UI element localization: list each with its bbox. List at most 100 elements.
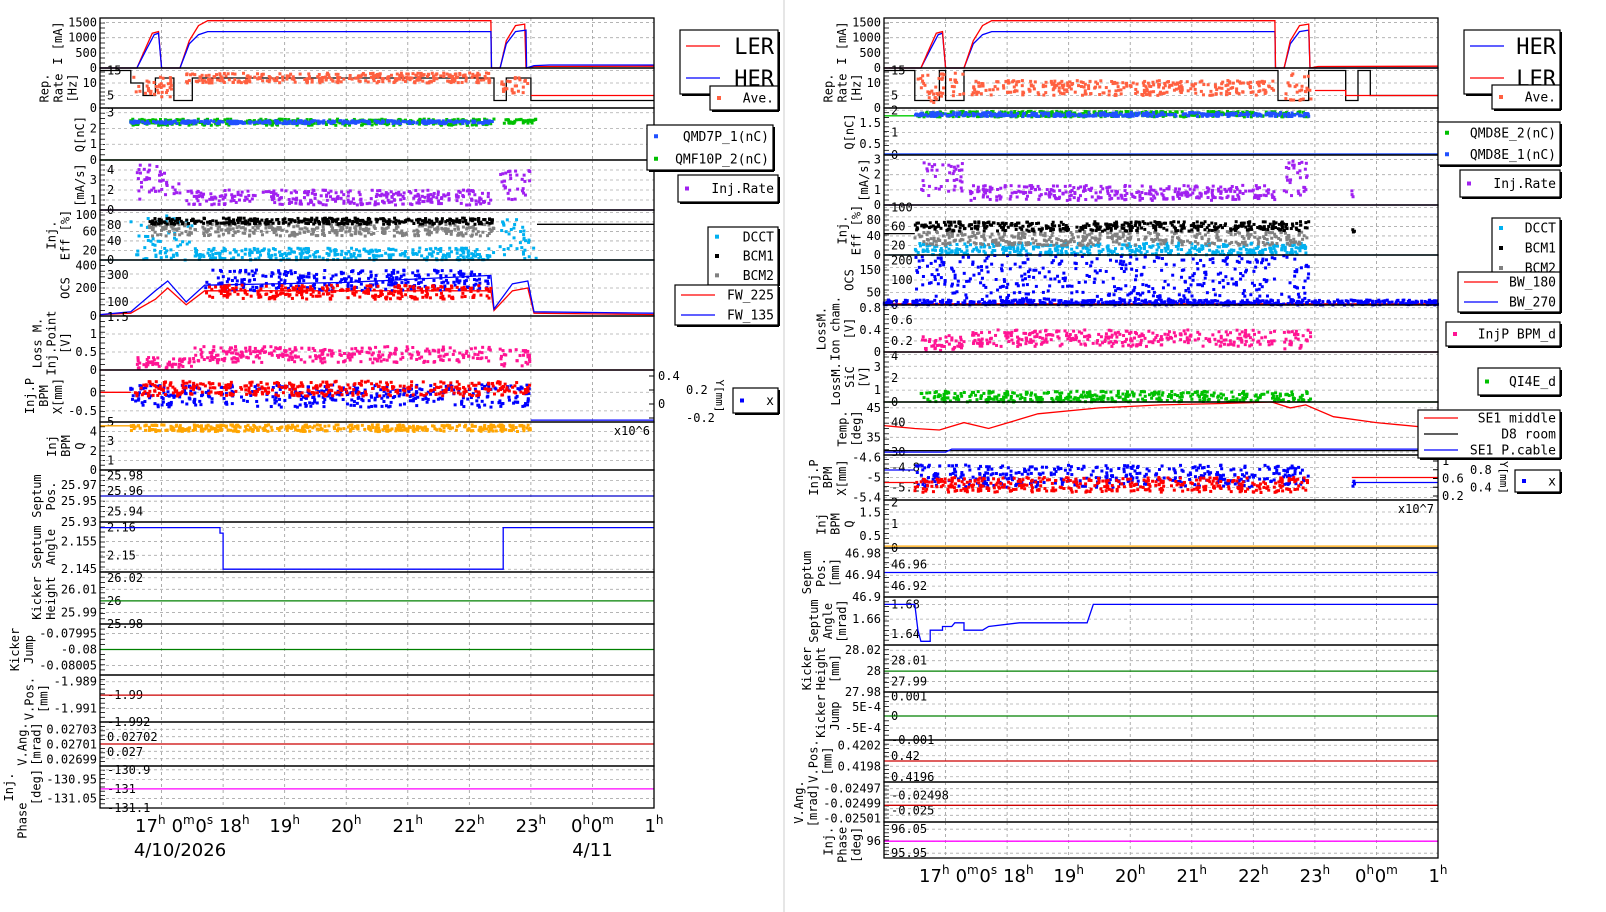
data-point [437,199,441,203]
data-point [243,227,247,231]
data-point [445,423,449,427]
data-point [336,76,340,80]
data-point [439,390,443,394]
data-point [449,119,453,123]
data-point [306,229,310,233]
data-point [448,217,452,221]
data-point [255,387,259,391]
data-point [338,393,342,397]
data-point [316,75,320,79]
data-point [445,231,449,235]
data-point [408,425,412,429]
data-point [242,398,246,402]
data-point [154,385,158,389]
data-point [272,231,276,235]
data-point [293,219,297,223]
data-point [321,219,325,223]
data-point [374,257,378,261]
data-point [387,218,391,222]
data-point [270,195,274,199]
data-point [363,286,367,290]
data-point [207,253,211,257]
data-point [484,123,488,127]
data-point [132,423,136,427]
data-point [381,353,385,357]
data-point [488,348,492,352]
data-point [171,428,175,432]
data-point [171,185,175,189]
data-point [342,277,346,281]
data-point [465,349,469,353]
data-point [480,399,484,403]
data-point [264,219,268,223]
data-point [433,120,437,124]
data-point [357,190,361,194]
data-point [522,429,526,433]
data-point [218,251,222,255]
data-point [329,383,333,387]
data-point [416,234,420,238]
data-point [220,357,224,361]
data-point [320,79,324,83]
data-point [487,429,491,433]
data-point [216,230,220,234]
data-point [267,423,271,427]
data-point [525,383,529,387]
data-point [172,428,176,432]
data-point [317,79,321,83]
data-point [336,72,340,76]
data-point [327,388,331,392]
data-point [349,253,353,257]
data-point [199,352,203,356]
data-point [421,79,425,83]
data-point [345,219,349,223]
data-point [330,349,334,353]
data-point [243,231,247,235]
data-point [209,226,213,230]
data-point [220,194,224,198]
data-point [299,257,303,261]
data-point [325,73,329,77]
data-point [300,289,304,293]
data-point [192,387,196,391]
data-point [185,218,189,222]
data-point [427,229,431,233]
data-point [269,405,273,409]
data-point [190,122,194,126]
data-point [509,244,513,248]
data-point [185,80,189,84]
data-point [367,405,371,409]
data-point [344,230,348,234]
data-point [162,423,166,427]
data-point [291,425,295,429]
data-point [273,119,277,123]
data-point [419,74,423,78]
y-tick-label: -0.5 [68,404,97,418]
data-point [389,352,393,356]
data-point [413,233,417,237]
data-point [231,72,235,76]
data-point [219,385,223,389]
data-point [420,388,424,392]
data-point [312,253,316,257]
data-point [483,223,487,227]
data-point [307,76,311,80]
data-point [398,296,402,300]
data-point [199,75,203,79]
data-point [289,247,293,251]
data-point [313,276,317,280]
data-point [351,391,355,395]
data-point [181,386,185,390]
data-point [387,354,391,358]
data-point [366,379,370,383]
data-point [277,385,281,389]
data-point [357,279,361,283]
data-point [348,201,352,205]
data-point [156,405,160,409]
data-point [331,394,335,398]
data-point [472,293,476,297]
data-point [315,391,319,395]
data-point [463,288,467,292]
data-point [374,428,378,432]
data-point [358,254,362,258]
